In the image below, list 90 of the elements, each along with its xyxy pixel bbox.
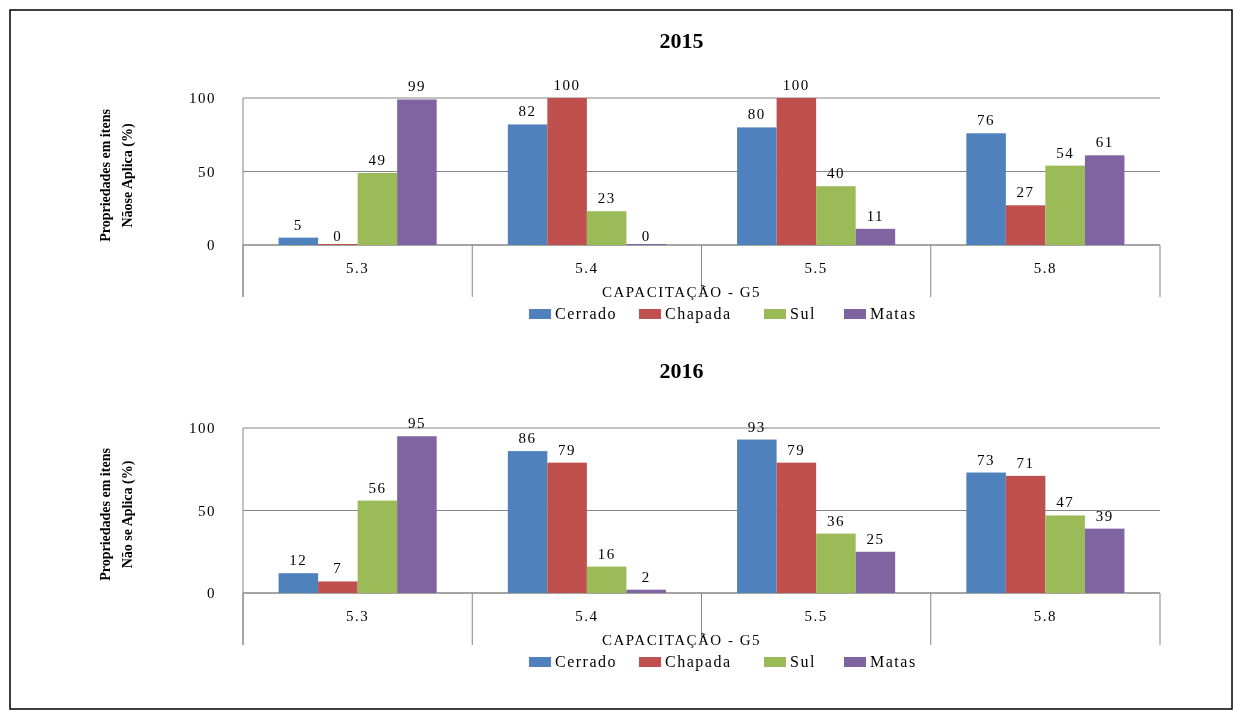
y-tick-label: 100 — [189, 90, 216, 106]
data-label: 61 — [1095, 134, 1114, 151]
x-axis-title: CAPACITAÇÃO - G5 — [602, 632, 761, 648]
data-label: 16 — [597, 545, 616, 562]
data-label: 27 — [1016, 184, 1035, 201]
y-tick-label: 0 — [207, 237, 216, 253]
data-label: 36 — [826, 512, 845, 529]
data-label: 80 — [747, 106, 766, 123]
bar — [776, 462, 817, 593]
bar — [1005, 205, 1046, 245]
bar — [547, 462, 587, 593]
data-label: 73 — [977, 451, 996, 468]
bar — [1045, 515, 1085, 593]
bar — [1084, 155, 1125, 245]
bar — [966, 472, 1006, 593]
bar — [318, 581, 358, 593]
y-axis-title: Propriedades em itens Nãose Aplica (%) — [98, 108, 136, 242]
y-tick-label: 50 — [198, 502, 216, 519]
data-label: 0 — [333, 228, 343, 244]
data-label: 11 — [866, 207, 885, 224]
data-label: 49 — [368, 151, 387, 168]
data-label: 40 — [826, 165, 845, 182]
data-label: 76 — [977, 112, 996, 129]
bar — [1005, 475, 1046, 593]
chart-title: 2016 — [659, 358, 704, 383]
x-tick-label: 5.8 — [1033, 608, 1057, 624]
x-tick-label: 5.5 — [804, 608, 828, 624]
bar — [737, 439, 777, 593]
bar — [586, 211, 627, 245]
data-label: 71 — [1016, 454, 1035, 471]
x-tick-label: 5.4 — [575, 260, 599, 276]
bar — [507, 451, 548, 593]
bar — [278, 573, 319, 593]
bar — [357, 172, 398, 245]
data-label: 12 — [289, 552, 308, 569]
data-label: 23 — [597, 190, 616, 207]
data-label: 100 — [553, 77, 581, 93]
legend-label: Matas — [870, 305, 917, 322]
data-label: 79 — [558, 441, 577, 458]
data-label: 93 — [747, 418, 766, 435]
bar — [547, 98, 587, 245]
legend-label: Cerrado — [555, 653, 618, 670]
data-label: 95 — [407, 415, 426, 432]
bar — [855, 228, 896, 245]
y-axis-title: Propriedades em itens Não se Aplica (%) — [98, 447, 136, 581]
x-tick-label: 5.8 — [1033, 260, 1057, 276]
y-tick-label: 100 — [189, 420, 216, 436]
data-label: 47 — [1056, 494, 1075, 511]
data-label: 39 — [1095, 507, 1114, 524]
data-label: 56 — [368, 479, 387, 496]
legend-label: Sul — [790, 653, 816, 670]
chart-title: 2015 — [659, 28, 704, 53]
bar — [776, 98, 817, 245]
x-axis-title: CAPACITAÇÃO - G5 — [602, 284, 761, 300]
legend-label: Cerrado — [555, 305, 618, 322]
legend-label: Chapada — [665, 305, 732, 323]
data-label: 25 — [866, 530, 885, 547]
bar — [816, 186, 856, 245]
bar — [966, 133, 1006, 245]
x-tick-label: 5.3 — [346, 608, 370, 624]
x-tick-label: 5.4 — [575, 608, 599, 624]
bar — [397, 436, 437, 593]
bar — [1045, 165, 1085, 245]
y-tick-label: 50 — [198, 163, 216, 180]
bar — [1084, 528, 1125, 593]
bar — [507, 124, 548, 245]
bar — [816, 533, 856, 593]
data-label: 0 — [641, 228, 651, 244]
bar — [737, 127, 777, 245]
data-label: 2 — [641, 568, 651, 585]
y-tick-label: 0 — [207, 585, 216, 601]
bar — [397, 99, 437, 245]
legend-label: Matas — [870, 653, 917, 670]
data-label: 82 — [518, 103, 537, 120]
legend-label: Chapada — [665, 653, 732, 671]
data-label: 5 — [293, 216, 303, 233]
bar — [626, 589, 666, 593]
data-label: 99 — [407, 78, 426, 95]
bar — [357, 500, 398, 593]
data-label: 79 — [787, 441, 806, 458]
x-tick-label: 5.5 — [804, 260, 828, 276]
data-label: 7 — [333, 560, 343, 577]
data-label: 86 — [518, 430, 537, 447]
bar — [278, 237, 319, 245]
data-label: 54 — [1056, 144, 1075, 161]
data-label: 100 — [782, 77, 810, 93]
x-tick-label: 5.3 — [346, 260, 370, 276]
bar — [586, 566, 627, 593]
legend-label: Sul — [790, 305, 816, 322]
bar — [855, 551, 896, 593]
